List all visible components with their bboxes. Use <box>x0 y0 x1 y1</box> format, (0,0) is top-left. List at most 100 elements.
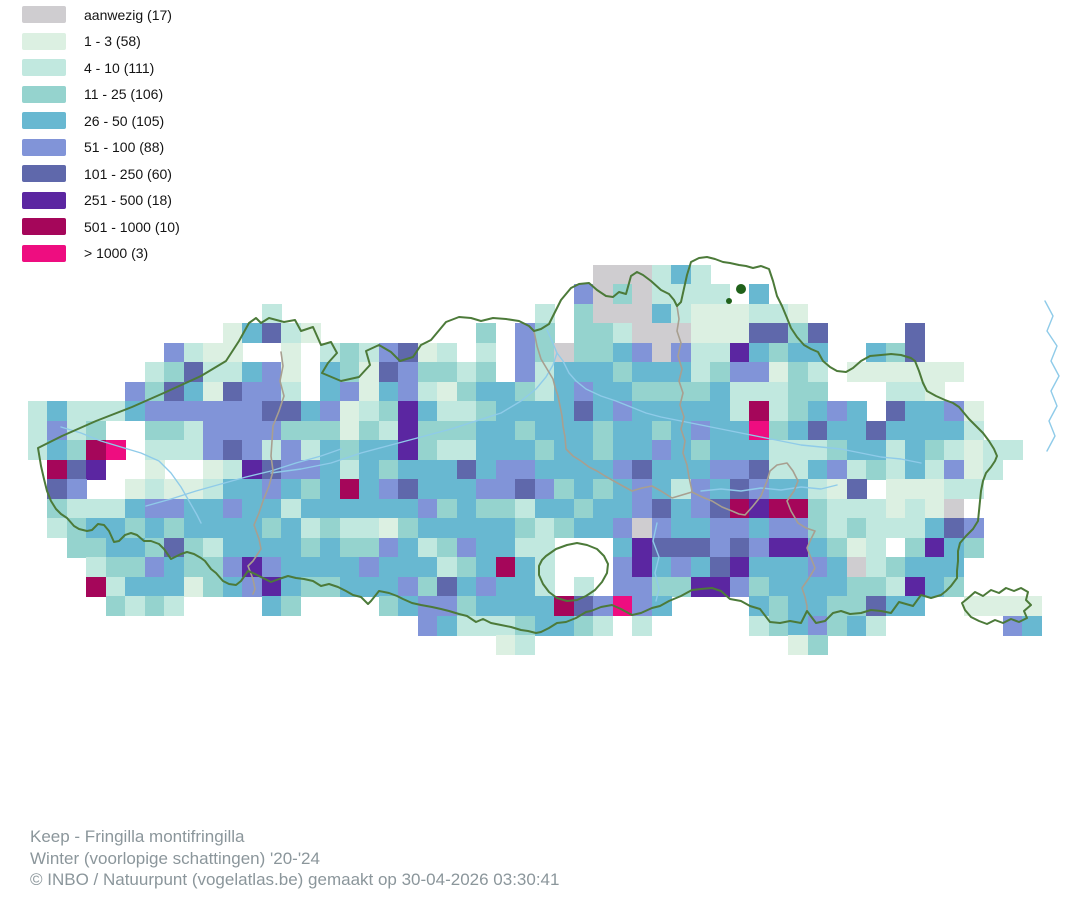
grid-cell <box>944 459 964 480</box>
grid-cell <box>768 615 789 636</box>
grid-cell <box>164 479 184 499</box>
grid-cell <box>593 420 613 441</box>
grid-cell <box>827 498 847 519</box>
grid-cell <box>632 440 652 460</box>
grid-cell <box>125 518 145 538</box>
legend-item: 101 - 250 (60) <box>22 165 180 182</box>
grid-cell <box>768 381 789 402</box>
legend-swatch <box>22 191 66 209</box>
grid-cell <box>710 381 730 402</box>
grid-cell <box>495 479 516 499</box>
grid-cell <box>378 557 399 577</box>
grid-cell <box>417 479 438 499</box>
grid-cell <box>671 518 691 538</box>
grid-cell <box>125 557 145 577</box>
caption-block: Keep - Fringilla montifringilla Winter (… <box>30 826 559 891</box>
grid-cell <box>144 479 165 499</box>
grid-cell <box>359 498 379 519</box>
grid-cell <box>554 420 574 441</box>
grid-cell <box>339 479 360 499</box>
grid-cell <box>339 576 360 597</box>
grid-cell <box>203 440 223 460</box>
grid-cell <box>963 537 984 558</box>
grid-cell <box>125 576 145 597</box>
grid-cell <box>398 420 418 441</box>
grid-cell <box>924 518 945 538</box>
grid-cell <box>866 537 886 558</box>
grid-cell <box>476 459 496 480</box>
grid-cell <box>66 537 87 558</box>
grid-cell <box>632 381 652 402</box>
grid-cell <box>515 537 535 558</box>
grid-cell <box>632 284 652 304</box>
grid-cell <box>593 518 613 538</box>
grid-cell <box>924 440 945 460</box>
grid-cell <box>729 303 750 324</box>
grid-cell <box>495 557 516 577</box>
grid-cell <box>807 459 828 480</box>
grid-cell <box>125 537 145 558</box>
grid-cell <box>417 459 438 480</box>
grid-cell <box>476 342 496 363</box>
grid-cell <box>281 498 301 519</box>
grid-cell <box>807 362 828 382</box>
grid-cell <box>534 537 555 558</box>
grid-cell <box>729 323 750 343</box>
grid-cell <box>710 420 730 441</box>
grid-cell <box>632 557 652 577</box>
grid-cell <box>671 284 691 304</box>
grid-cell <box>359 362 379 382</box>
grid-cell <box>495 615 516 636</box>
grid-cell <box>885 420 906 441</box>
grid-cell <box>261 420 282 441</box>
grid-cell <box>456 479 477 499</box>
grid-cell <box>456 440 477 460</box>
grid-cell <box>573 420 594 441</box>
grid-cell <box>573 459 594 480</box>
grid-cell <box>203 362 223 382</box>
grid-cell <box>944 479 964 499</box>
grid-cell <box>300 401 321 421</box>
grid-cell <box>690 557 711 577</box>
grid-cell <box>885 479 906 499</box>
grid-cell <box>768 440 789 460</box>
grid-cell <box>846 420 867 441</box>
grid-cell <box>944 537 964 558</box>
grid-cell <box>632 362 652 382</box>
legend-item: 1 - 3 (58) <box>22 32 180 50</box>
grid-cell <box>515 576 535 597</box>
grid-cell <box>281 459 301 480</box>
grid-cell <box>710 440 730 460</box>
grid-cell <box>944 440 964 460</box>
grid-cell <box>339 459 360 480</box>
grid-cell <box>47 498 67 519</box>
grid-cell <box>612 264 633 285</box>
grid-cell <box>963 479 984 499</box>
grid-cell <box>144 381 165 402</box>
grid-cell <box>261 479 282 499</box>
grid-cell <box>690 440 711 460</box>
grid-cell <box>846 498 867 519</box>
grid-cell <box>339 498 360 519</box>
grid-cell <box>651 537 672 558</box>
grid-cell <box>632 596 652 616</box>
grid-cell <box>339 518 360 538</box>
grid-cell <box>66 498 87 519</box>
grid-cell <box>495 576 516 597</box>
grid-cell <box>924 479 945 499</box>
grid-cell <box>47 479 67 499</box>
grid-cell <box>729 498 750 519</box>
grid-cell <box>359 459 379 480</box>
grid-cell <box>164 420 184 441</box>
grid-cell <box>183 498 204 519</box>
grid-cell <box>242 498 262 519</box>
grid-cell <box>749 498 769 519</box>
grid-cell <box>729 518 750 538</box>
grid-cell <box>632 518 652 538</box>
species-name: Keep - Fringilla montifringilla <box>30 827 245 846</box>
grid-cell <box>905 381 925 402</box>
grid-cell <box>320 440 340 460</box>
grid-cell <box>671 264 691 285</box>
grid-cell <box>47 420 67 441</box>
